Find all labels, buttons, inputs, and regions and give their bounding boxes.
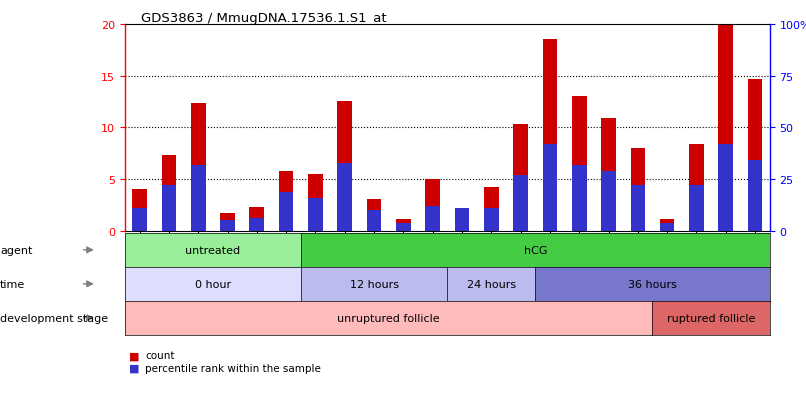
Bar <box>250 219 264 231</box>
Text: hCG: hCG <box>524 245 547 255</box>
Bar <box>572 97 587 231</box>
Bar <box>132 209 147 231</box>
Text: ■: ■ <box>129 363 139 373</box>
Bar <box>396 223 411 231</box>
Text: count: count <box>145 351 175 361</box>
Bar <box>748 79 762 231</box>
Bar <box>601 119 616 231</box>
Bar <box>396 220 411 231</box>
Text: percentile rank within the sample: percentile rank within the sample <box>145 363 321 373</box>
Bar <box>484 188 499 231</box>
Bar <box>455 209 469 231</box>
Bar <box>308 174 322 231</box>
Bar <box>484 209 499 231</box>
Bar <box>513 125 528 231</box>
Bar <box>660 220 675 231</box>
Bar <box>689 145 704 231</box>
Text: untreated: untreated <box>185 245 240 255</box>
Bar <box>220 221 235 231</box>
Text: development stage: development stage <box>0 313 108 323</box>
Bar <box>455 209 469 231</box>
Bar <box>279 192 293 231</box>
Text: agent: agent <box>0 245 32 255</box>
Bar <box>250 207 264 231</box>
Bar <box>191 165 206 231</box>
Bar <box>748 161 762 231</box>
Bar <box>367 211 381 231</box>
Text: time: time <box>0 279 25 289</box>
Bar <box>161 186 177 231</box>
Bar <box>338 102 352 231</box>
Bar <box>426 180 440 231</box>
Bar <box>542 40 557 231</box>
Bar <box>572 165 587 231</box>
Bar <box>513 176 528 231</box>
Text: 0 hour: 0 hour <box>195 279 231 289</box>
Bar <box>542 145 557 231</box>
Bar <box>367 199 381 231</box>
Text: 24 hours: 24 hours <box>467 279 516 289</box>
Text: 12 hours: 12 hours <box>350 279 398 289</box>
Bar <box>630 149 645 231</box>
Text: unruptured follicle: unruptured follicle <box>338 313 440 323</box>
Bar <box>132 190 147 231</box>
Bar <box>161 156 177 231</box>
Bar <box>630 186 645 231</box>
Bar <box>601 171 616 231</box>
Bar <box>426 206 440 231</box>
Bar <box>718 26 733 231</box>
Bar <box>718 145 733 231</box>
Bar <box>191 103 206 231</box>
Bar <box>689 186 704 231</box>
Text: GDS3863 / MmugDNA.17536.1.S1_at: GDS3863 / MmugDNA.17536.1.S1_at <box>141 12 387 25</box>
Bar <box>338 163 352 231</box>
Bar <box>279 171 293 231</box>
Bar <box>308 198 322 231</box>
Bar <box>220 214 235 231</box>
Text: ruptured follicle: ruptured follicle <box>667 313 755 323</box>
Bar <box>660 223 675 231</box>
Text: ■: ■ <box>129 351 139 361</box>
Text: 36 hours: 36 hours <box>628 279 677 289</box>
